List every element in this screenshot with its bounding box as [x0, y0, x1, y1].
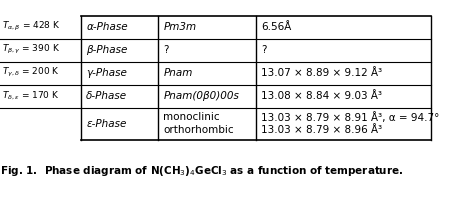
- Text: β-Phase: β-Phase: [86, 45, 128, 55]
- Text: $T_{α,β}$ = 428 K: $T_{α,β}$ = 428 K: [2, 20, 61, 33]
- Text: $T_{β,γ}$ = 390 K: $T_{β,γ}$ = 390 K: [2, 43, 60, 56]
- Text: 13.07 × 8.89 × 9.12 Å³: 13.07 × 8.89 × 9.12 Å³: [262, 68, 383, 78]
- Text: Pm3m: Pm3m: [164, 22, 197, 32]
- Text: monoclinic: monoclinic: [164, 112, 220, 122]
- Text: ?: ?: [164, 45, 169, 55]
- Text: 13.03 × 8.79 × 8.91 Å³, α = 94.7°: 13.03 × 8.79 × 8.91 Å³, α = 94.7°: [262, 112, 440, 123]
- Text: orthorhombic: orthorhombic: [164, 125, 234, 135]
- Text: 13.08 × 8.84 × 9.03 Å³: 13.08 × 8.84 × 9.03 Å³: [262, 91, 383, 101]
- Text: Pnam: Pnam: [164, 68, 193, 78]
- Text: $T_{δ,ε}$ = 170 K: $T_{δ,ε}$ = 170 K: [2, 89, 60, 102]
- Text: ε-Phase: ε-Phase: [86, 119, 127, 129]
- Text: δ-Phase: δ-Phase: [86, 91, 128, 101]
- Text: $T_{γ,δ}$ = 200 K: $T_{γ,δ}$ = 200 K: [2, 66, 60, 79]
- Text: 6.56Å: 6.56Å: [262, 22, 292, 32]
- Text: 13.03 × 8.79 × 8.96 Å³: 13.03 × 8.79 × 8.96 Å³: [262, 125, 383, 135]
- Text: γ-Phase: γ-Phase: [86, 68, 127, 78]
- Text: Pnam(0β0)00s: Pnam(0β0)00s: [164, 91, 239, 101]
- Text: ?: ?: [262, 45, 267, 55]
- Text: α-Phase: α-Phase: [86, 22, 128, 32]
- Text: Fig. 1.  Phase diagram of N(CH$_3$)$_4$GeCl$_3$ as a function of temperature.: Fig. 1. Phase diagram of N(CH$_3$)$_4$Ge…: [0, 164, 403, 178]
